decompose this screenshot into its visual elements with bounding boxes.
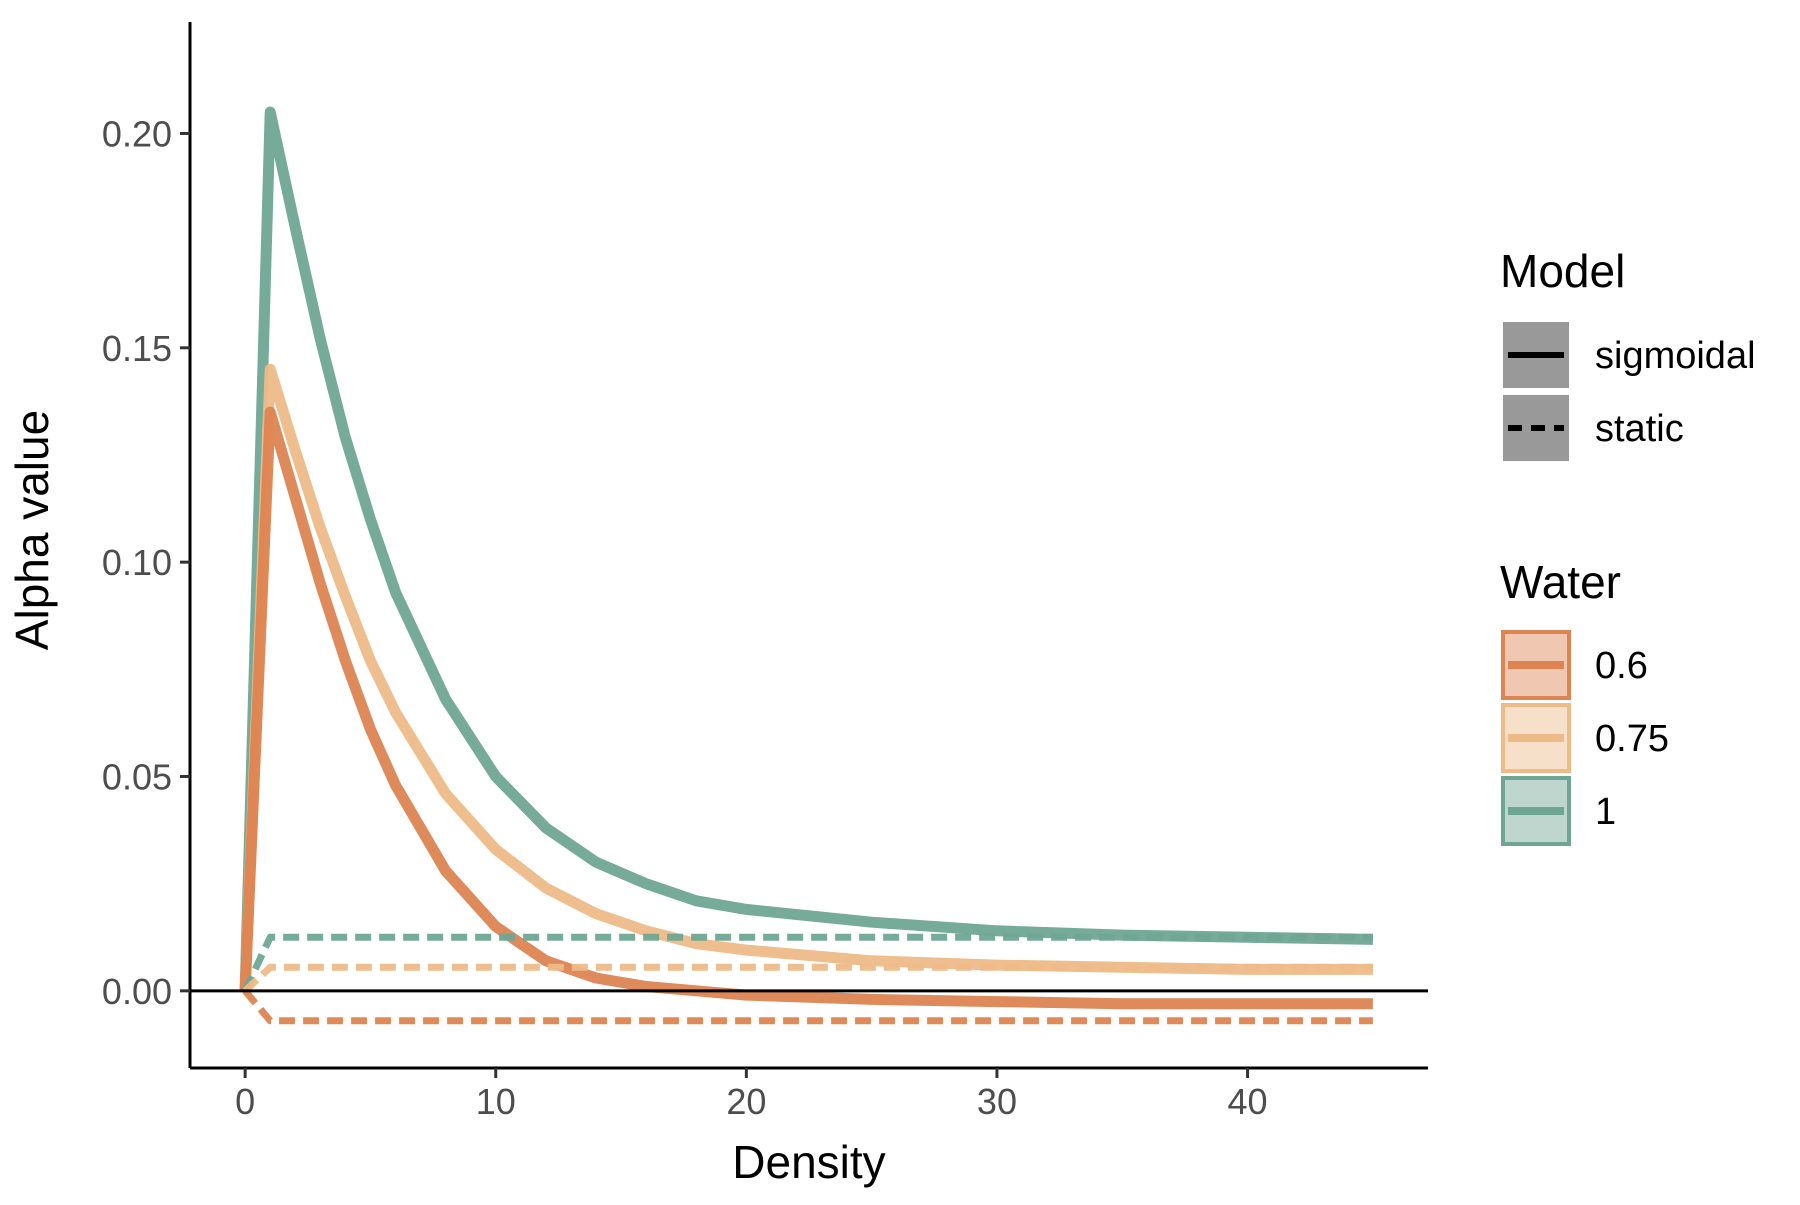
series-line-water-0-75-sigmoidal <box>239 363 1373 992</box>
legend-water-title: Water <box>1500 556 1621 608</box>
x-tick-label: 10 <box>476 1081 516 1122</box>
series-line-water-0-75-static <box>242 963 1373 994</box>
legend: Model sigmoidal static Water 0.6 0.75 1 <box>1500 245 1756 846</box>
legend-water-items: 0.6 0.75 1 <box>1501 630 1669 846</box>
x-ticks: 0 10 20 30 40 <box>235 1068 1268 1122</box>
legend-model-items: sigmoidal static <box>1503 322 1756 461</box>
series-lines <box>239 106 1373 1025</box>
x-tick-label: 30 <box>977 1081 1017 1122</box>
x-axis-label: Density <box>732 1136 885 1188</box>
x-tick-label: 0 <box>235 1081 255 1122</box>
legend-label: static <box>1595 408 1684 450</box>
legend-label: 1 <box>1595 791 1616 833</box>
y-axis-label: Alpha value <box>6 410 58 650</box>
axes: 0 10 20 30 40 0.00 0.05 0.10 0.15 0.20 Density A… <box>6 22 1428 1188</box>
y-tick-label: 0.10 <box>102 542 172 583</box>
series-line-water-1-sigmoidal <box>239 106 1373 991</box>
y-tick-label: 0.00 <box>102 971 172 1012</box>
series-line-water-0-6-static <box>242 988 1373 1025</box>
legend-model-title: Model <box>1500 245 1625 297</box>
series-line-water-1-static <box>241 933 1373 993</box>
legend-label: 0.75 <box>1595 718 1669 760</box>
x-tick-label: 20 <box>726 1081 766 1122</box>
legend-label: 0.6 <box>1595 645 1648 687</box>
y-ticks: 0.00 0.05 0.10 0.15 0.20 <box>102 113 190 1012</box>
legend-label: sigmoidal <box>1595 335 1756 377</box>
y-tick-label: 0.20 <box>102 113 172 154</box>
x-tick-label: 40 <box>1228 1081 1268 1122</box>
series-line-water-0-6-sigmoidal <box>239 406 1373 1010</box>
y-tick-label: 0.05 <box>102 756 172 797</box>
y-tick-label: 0.15 <box>102 328 172 369</box>
